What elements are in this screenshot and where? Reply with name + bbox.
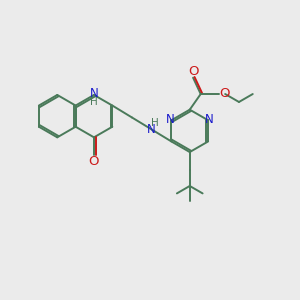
Text: N: N [147,123,155,136]
Text: N: N [90,87,98,100]
Text: O: O [219,87,230,100]
Text: N: N [205,112,214,126]
Text: N: N [166,112,174,126]
Text: O: O [89,155,99,168]
Text: O: O [188,65,198,78]
Text: H: H [90,97,98,107]
Text: H: H [151,118,159,128]
